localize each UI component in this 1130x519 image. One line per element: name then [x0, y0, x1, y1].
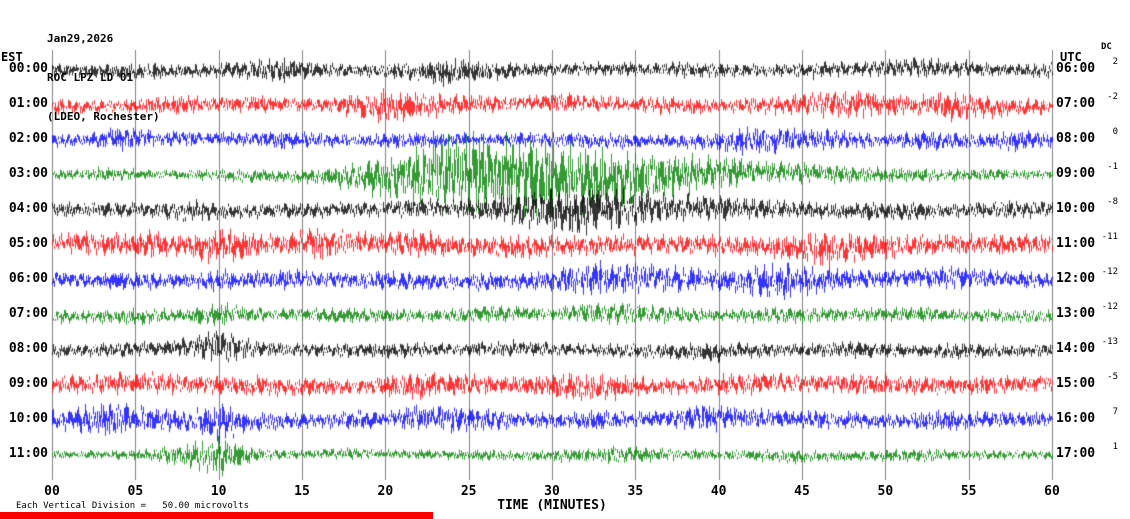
x-tick-label: 55	[960, 484, 977, 499]
utc-time-label: 08:00	[1056, 131, 1096, 146]
dc-value: -2	[1107, 92, 1118, 102]
est-time-label: 03:00	[8, 166, 48, 181]
dc-value: 2	[1112, 57, 1118, 67]
dc-value: -13	[1101, 337, 1118, 347]
dc-value: -11	[1101, 232, 1118, 242]
est-time-label: 00:00	[8, 61, 48, 76]
dc-value: -5	[1107, 372, 1118, 382]
title-block: Jan29,2026 ROC LPZ LD 01 (LDEO, Rocheste…	[47, 6, 160, 149]
scale-note: Each Vertical Division = 50.00 microvolt…	[16, 501, 249, 511]
title-date: Jan29,2026	[47, 32, 114, 45]
x-tick-label: 15	[294, 484, 310, 499]
utc-time-label: 15:00	[1056, 376, 1096, 391]
x-tick-label: 05	[127, 484, 144, 499]
dc-value: -12	[1101, 302, 1118, 312]
est-time-label: 02:00	[8, 131, 48, 146]
title-station: ROC LPZ LD 01	[47, 71, 134, 84]
dc-value: -8	[1107, 197, 1118, 207]
utc-time-label: 11:00	[1056, 236, 1096, 251]
title-network: (LDEO, Rochester)	[47, 110, 160, 123]
x-tick-label: 30	[544, 484, 560, 499]
est-time-label: 07:00	[8, 306, 48, 321]
x-tick-label: 35	[627, 484, 644, 499]
utc-time-label: 10:00	[1056, 201, 1096, 216]
dc-value: 0	[1112, 127, 1118, 137]
x-axis-title: TIME (MINUTES)	[497, 498, 607, 513]
dc-column-header: DC	[1101, 42, 1112, 52]
est-time-label: 11:00	[8, 446, 48, 461]
est-time-label: 06:00	[8, 271, 48, 286]
utc-time-label: 12:00	[1056, 271, 1096, 286]
x-tick-label: 25	[460, 484, 477, 499]
dc-value: -12	[1101, 267, 1118, 277]
dc-value: -1	[1107, 162, 1118, 172]
x-tick-label: 00	[44, 484, 60, 499]
est-time-label: 04:00	[8, 201, 48, 216]
x-tick-label: 60	[1044, 484, 1060, 499]
utc-time-label: 06:00	[1056, 61, 1096, 76]
left-axis-title: EST	[1, 50, 23, 64]
utc-time-label: 16:00	[1056, 411, 1096, 426]
status-bar	[0, 512, 433, 519]
x-tick-label: 45	[794, 484, 810, 499]
utc-time-label: 07:00	[1056, 96, 1096, 111]
est-time-label: 05:00	[8, 236, 48, 251]
x-tick-label: 50	[877, 484, 894, 499]
right-axis-title: UTC	[1060, 50, 1082, 64]
x-tick-label: 20	[377, 484, 394, 499]
dc-value: 1	[1112, 442, 1118, 452]
est-time-label: 01:00	[8, 96, 48, 111]
est-time-label: 09:00	[8, 376, 48, 391]
utc-time-label: 17:00	[1056, 446, 1096, 461]
est-time-label: 08:00	[8, 341, 48, 356]
dc-value: 7	[1112, 407, 1118, 417]
utc-time-label: 13:00	[1056, 306, 1096, 321]
utc-time-label: 14:00	[1056, 341, 1096, 356]
utc-time-label: 09:00	[1056, 166, 1096, 181]
x-tick-label: 40	[710, 484, 727, 499]
est-time-label: 10:00	[8, 411, 48, 426]
x-tick-label: 10	[210, 484, 227, 499]
